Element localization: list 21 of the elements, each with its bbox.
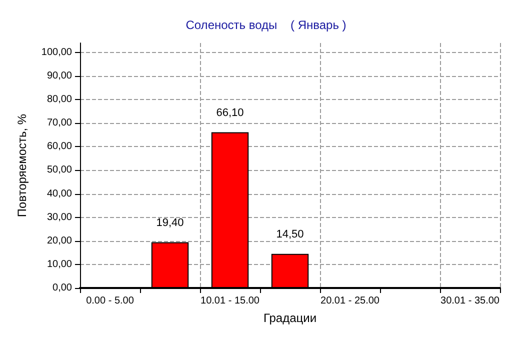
x-tick-label: 0.00 - 5.00 (86, 296, 134, 306)
y-tick-label: 50,00 (46, 164, 72, 176)
y-tick-label: 40,00 (46, 188, 72, 200)
y-tick-label: 100,00 (41, 46, 72, 58)
y-tick-label: 70,00 (46, 118, 72, 129)
data-label: 14,50 (276, 228, 304, 240)
data-label: 19,40 (156, 216, 184, 229)
x-axis-title: Градации (263, 311, 317, 325)
y-axis-title: Повторяемость, % (15, 114, 29, 218)
y-tick-label: 10,00 (46, 258, 72, 270)
y-tick-label: 80,00 (46, 94, 72, 106)
chart-title: Соленость воды ( Январь ) (186, 18, 346, 32)
data-label: 66,10 (216, 106, 244, 119)
x-tick-label: 20.01 - 25.00 (320, 296, 380, 306)
y-tick-label: 0,00 (52, 282, 72, 294)
x-tick-label: 30.01 - 35.00 (440, 296, 500, 306)
y-tick-label: 20,00 (46, 235, 72, 246)
y-tick-label: 90,00 (46, 70, 72, 82)
y-tick-label: 60,00 (46, 141, 72, 152)
y-tick-label: 30,00 (46, 212, 72, 223)
x-tick-label: 10.01 - 15.00 (200, 296, 260, 306)
